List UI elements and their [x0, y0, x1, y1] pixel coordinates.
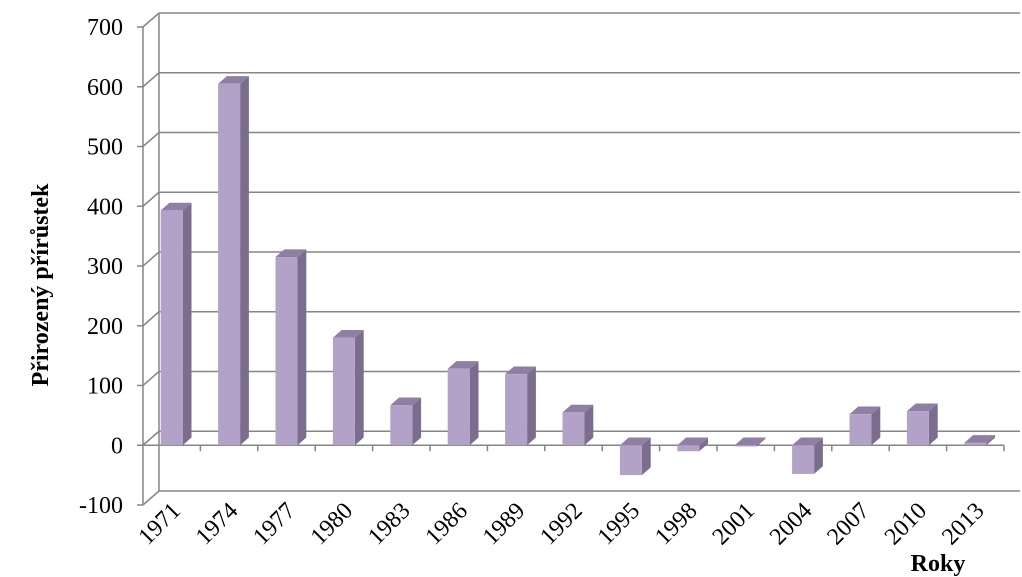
bar-side	[527, 366, 536, 446]
bar-side	[240, 76, 249, 446]
bar-side	[412, 397, 422, 446]
x-axis-title: Roky	[911, 551, 966, 577]
bar-side	[928, 403, 938, 446]
bar-front	[390, 405, 413, 446]
bar-front	[906, 411, 929, 446]
bar-front	[964, 442, 987, 446]
y-tick-label: 0	[111, 433, 123, 459]
bar-front	[562, 412, 585, 446]
y-tick-label: 200	[87, 314, 123, 340]
bar	[447, 361, 479, 446]
bar	[792, 437, 823, 474]
y-tick-label: 500	[87, 135, 123, 161]
bar	[906, 403, 938, 446]
bar	[160, 202, 192, 446]
gridline-connector	[142, 251, 160, 267]
bar	[562, 404, 594, 446]
gridline-connector	[142, 191, 160, 207]
bar-front	[218, 83, 241, 446]
bar	[275, 249, 307, 446]
bar-side	[297, 249, 307, 446]
bars	[160, 76, 996, 476]
y-tick-label: 300	[87, 254, 123, 280]
x-tick-label: 1974	[191, 498, 243, 550]
bar-side	[354, 330, 364, 446]
bar	[390, 397, 422, 446]
bar-top	[505, 366, 536, 375]
gridline-connector	[142, 430, 160, 446]
bar	[734, 437, 766, 447]
gridline-connector	[142, 490, 160, 506]
bar	[505, 366, 536, 446]
x-tick-label: 1989	[478, 498, 530, 550]
y-axis-title: Přirozený přírůstek	[28, 183, 54, 387]
bar-front	[849, 414, 872, 446]
gridline-connector	[142, 370, 160, 387]
bar-top	[849, 406, 881, 415]
x-tick-label: 1995	[593, 498, 645, 550]
x-tick-label: 1998	[650, 498, 702, 550]
gridline-connector	[142, 131, 160, 148]
bar-top	[964, 435, 996, 443]
x-tick-label: 2004	[765, 498, 817, 550]
bar-top	[275, 249, 307, 258]
bar-top	[332, 330, 364, 338]
bar-side	[584, 404, 594, 446]
gridline-connector	[142, 72, 160, 88]
x-tick-label: 2001	[708, 498, 760, 550]
bar-top	[447, 361, 479, 369]
bar-front	[792, 445, 815, 474]
bar-top	[792, 437, 823, 446]
x-tick-labels: 1971 1974 1977 1980 1983 1986 1989 1992 1995 1998…	[134, 498, 990, 550]
bar-top	[677, 437, 709, 446]
bar-side	[699, 437, 709, 452]
bar-front	[505, 374, 528, 446]
bar	[332, 330, 364, 446]
bar-top	[906, 403, 938, 412]
bar-front	[734, 445, 757, 447]
gridline-connector	[142, 12, 160, 28]
bar	[218, 76, 249, 446]
y-tick-label: -100	[79, 493, 123, 519]
y-tick-label: 100	[87, 374, 123, 400]
x-tick-label: 2013	[937, 498, 989, 550]
bar-side	[182, 202, 192, 446]
bar	[849, 406, 881, 446]
bar-front	[677, 445, 700, 452]
y-tick-label: 700	[87, 15, 123, 41]
bar-front	[619, 445, 642, 476]
bar-side	[756, 437, 766, 447]
x-tick-label: 2010	[880, 498, 932, 550]
bar-top	[390, 397, 422, 406]
bar-top	[619, 437, 651, 446]
x-tick-label: 1992	[535, 498, 587, 550]
bar	[677, 437, 709, 452]
bar-side	[871, 406, 881, 446]
bar-side	[814, 437, 823, 474]
x-tick-label: 1980	[306, 498, 358, 550]
bar-side	[641, 437, 651, 476]
bar-top	[562, 404, 594, 413]
x-tick-label: 1977	[248, 498, 300, 550]
x-tick-label: 1983	[363, 498, 415, 550]
gridline-connector	[142, 311, 160, 327]
bar	[619, 437, 651, 476]
bar-front	[332, 337, 355, 446]
y-tick-label: 400	[87, 194, 123, 220]
x-tick-label: 2007	[822, 498, 874, 550]
bar-side	[469, 361, 479, 446]
x-tick-label: 1986	[421, 498, 473, 550]
bar-front	[160, 210, 183, 446]
bar-side	[986, 435, 996, 446]
bar-front	[275, 257, 298, 446]
bar-front	[447, 368, 470, 446]
bar-top	[218, 76, 249, 84]
bar	[964, 435, 996, 446]
y-tick-labels: -100 0 100 200 300 400 500 600 700	[79, 15, 123, 519]
y-tick-label: 600	[87, 75, 123, 101]
bar-top	[734, 437, 766, 446]
bar-top	[160, 202, 192, 211]
